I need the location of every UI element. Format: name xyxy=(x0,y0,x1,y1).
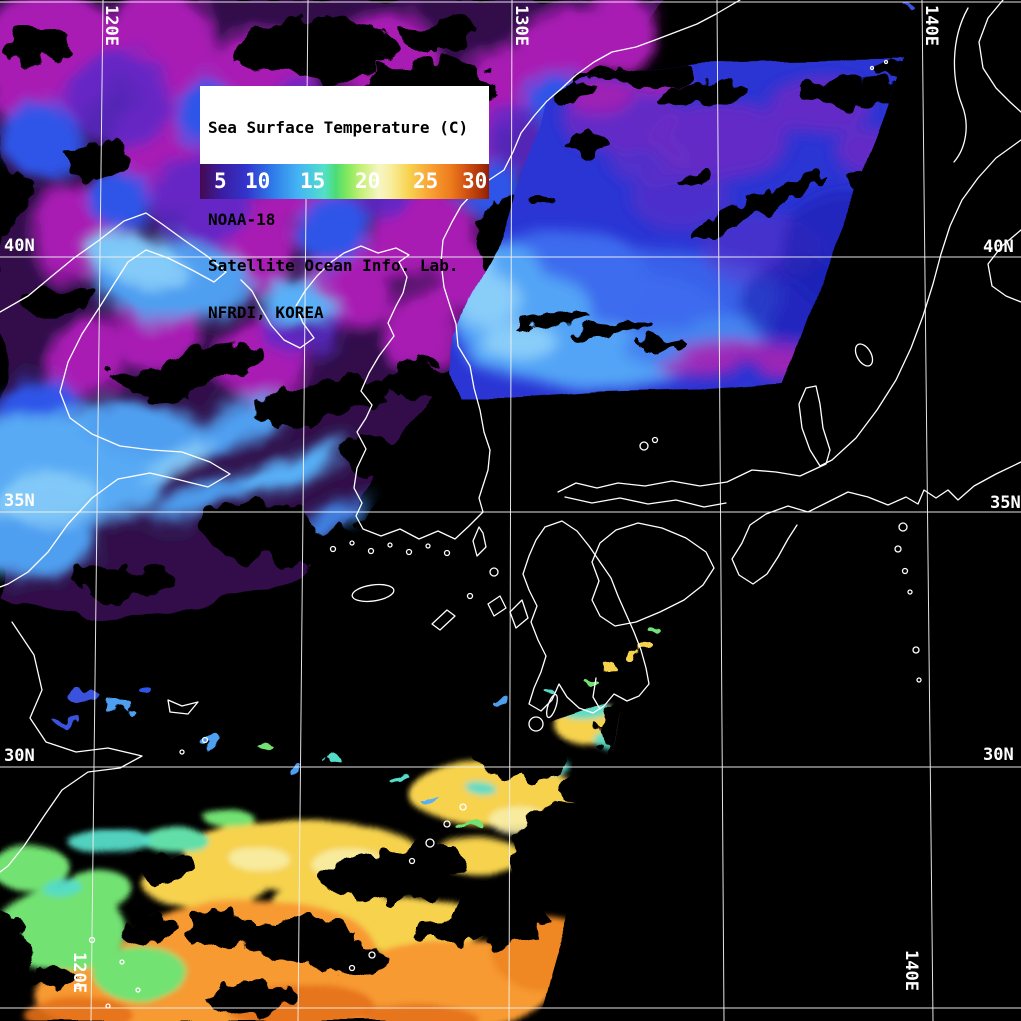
coast-honshu-west xyxy=(557,139,1021,493)
sst-specks xyxy=(55,7,914,829)
coast-setouchi xyxy=(564,496,727,508)
coast-amakusa xyxy=(509,599,529,629)
coast-jeju xyxy=(351,583,395,603)
colorbar-tick-20: 20 xyxy=(355,169,381,193)
coast-yakushima xyxy=(528,716,544,732)
coast-goto xyxy=(431,609,456,631)
lon-label-top-140e: 140E xyxy=(921,5,941,46)
coast-china-bohai xyxy=(0,212,231,588)
legend-title: Sea Surface Temperature (C) xyxy=(208,117,469,137)
coast-tohoku-east xyxy=(987,229,1021,303)
coast-nagasaki xyxy=(487,595,507,617)
graticule-labels: 120E 130E 140E 120E 140E 40N 35N 30N 40N… xyxy=(4,5,1021,993)
colorbar-tick-25: 25 xyxy=(413,169,439,193)
coast-sado xyxy=(854,343,874,367)
coast-kagoshima-bay xyxy=(592,677,601,710)
coast-shikoku xyxy=(591,522,715,627)
coast-kyushu xyxy=(522,520,650,714)
coast-honshu-pacific xyxy=(731,461,1021,585)
coast-aomori xyxy=(953,7,969,163)
legend-text: Sea Surface Temperature (C) 03:03 Apr. 1… xyxy=(200,86,489,351)
legend-lab: Satellite Ocean Info. Lab. xyxy=(208,256,459,276)
coast-china-jiangsu xyxy=(0,621,143,873)
gridline-130e xyxy=(508,0,513,1021)
legend-org: NFRDI, KOREA xyxy=(208,302,324,322)
legend-satellite: NOAA-18 xyxy=(208,210,276,230)
lat-label-right-35n: 35N xyxy=(990,493,1021,513)
gridline-120e xyxy=(90,0,104,1021)
temperature-colorbar: 5 10 15 20 25 30 xyxy=(200,164,489,199)
lat-label-left-35n: 35N xyxy=(4,491,35,511)
lon-label-bottom-140e: 140E xyxy=(901,950,921,991)
colorbar-tick-15: 15 xyxy=(300,169,326,193)
coast-korea-russia xyxy=(240,0,741,540)
coast-zhoushan-islands xyxy=(167,699,199,715)
colorbar-tick-5: 5 xyxy=(214,169,227,193)
coast-tsushima xyxy=(472,526,487,557)
lat-label-left-40n: 40N xyxy=(4,236,35,256)
coast-tanegashima xyxy=(546,693,558,719)
gridline-140e xyxy=(921,0,934,1021)
colorbar-tick-10: 10 xyxy=(245,169,271,193)
coast-iki xyxy=(489,567,499,577)
lat-label-right-30n: 30N xyxy=(983,745,1014,765)
gridline-135e xyxy=(716,0,725,1021)
lon-label-top-120e: 120E xyxy=(101,5,121,46)
lat-label-right-40n: 40N xyxy=(983,237,1014,257)
coast-hokkaido xyxy=(978,0,1021,113)
legend-panel: Sea Surface Temperature (C) 03:03 Apr. 1… xyxy=(200,86,489,320)
coast-oki xyxy=(639,441,649,451)
lon-label-top-130e: 130E xyxy=(511,5,531,46)
lon-label-bottom-120e: 120E xyxy=(69,952,89,993)
lat-label-left-30n: 30N xyxy=(4,746,35,766)
colorbar-tick-30: 30 xyxy=(462,169,488,193)
